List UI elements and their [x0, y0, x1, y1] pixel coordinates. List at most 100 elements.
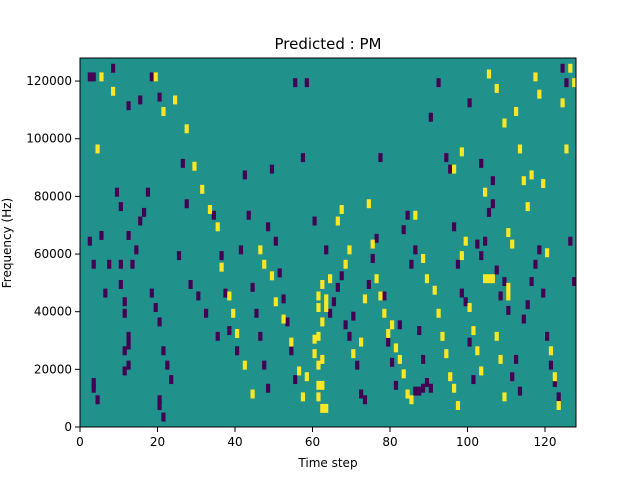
heatmap-cell-low: [188, 279, 193, 289]
x-tick-label: 20: [150, 435, 165, 449]
heatmap-cell-low: [502, 277, 507, 287]
heatmap-cell-low: [118, 259, 123, 269]
heatmap-cell-high: [545, 248, 550, 258]
heatmap-cell-high: [99, 72, 104, 82]
heatmap-cell-high: [479, 366, 484, 376]
heatmap-cell-low: [281, 294, 286, 304]
heatmap-cell-low: [122, 366, 127, 376]
heatmap-cell-high: [324, 294, 329, 304]
heatmap-cell-high: [393, 343, 399, 353]
heatmap-cell-low: [122, 297, 127, 307]
heatmap-cell-low: [254, 308, 259, 318]
heatmap-cell-low: [149, 72, 154, 82]
heatmap-cell-low: [107, 259, 112, 269]
heatmap-cell-low: [444, 153, 449, 163]
heatmap-cell-low: [134, 245, 139, 255]
heatmap-cell-low: [374, 233, 379, 243]
heatmap-cell-low: [541, 288, 546, 298]
y-tick-label: 100000: [26, 132, 72, 146]
heatmap-cell-high: [378, 291, 383, 301]
heatmap-cell-low: [382, 291, 387, 301]
heatmap-cell-high: [312, 349, 317, 359]
heatmap-cell-low: [517, 386, 523, 396]
y-tick-label: 20000: [34, 362, 72, 376]
heatmap-cell-low: [165, 360, 170, 370]
heatmap-cell-low: [153, 303, 158, 312]
heatmap-cell-high: [556, 401, 561, 411]
heatmap-cell-high: [537, 89, 542, 99]
heatmap-cell-high: [467, 303, 472, 312]
heatmap-cell-high: [161, 107, 166, 116]
heatmap-cell-low: [560, 63, 565, 73]
heatmap-cell-high: [502, 392, 507, 402]
heatmap-cell-low: [118, 279, 123, 289]
x-tick-label: 0: [76, 435, 84, 449]
heatmap-cell-low: [328, 308, 333, 318]
heatmap-cell-high: [192, 161, 197, 171]
y-tick-label: 80000: [34, 189, 72, 203]
heatmap-cell-low: [366, 279, 371, 289]
heatmap-cell-high: [235, 328, 240, 338]
heatmap-cell-high: [486, 69, 492, 79]
heatmap-cell-high: [359, 337, 364, 347]
heatmap-cell-high: [382, 308, 387, 318]
chart-title: Predicted : PM: [275, 35, 382, 53]
heatmap-cell-high: [506, 291, 511, 301]
heatmap-cell-high: [258, 245, 263, 255]
heatmap-cell-low: [118, 202, 123, 212]
heatmap-cell-low: [157, 92, 162, 102]
heatmap-cell-high: [498, 354, 503, 364]
heatmap-cell-high: [316, 291, 321, 301]
heatmap-cell-high: [455, 401, 461, 411]
heatmap-cell-low: [145, 187, 151, 197]
heatmap-cell-high: [440, 331, 445, 341]
heatmap-cell-low: [157, 401, 162, 411]
heatmap-cell-low: [293, 78, 298, 88]
heatmap-cell-low: [126, 101, 131, 111]
heatmap-cell-high: [374, 274, 379, 284]
x-axis-ticks: 0 20 40 60 80 100 120: [76, 427, 556, 449]
heatmap-cell-high: [219, 262, 224, 272]
heatmap-cell-low: [235, 346, 240, 356]
heatmap-cell-low: [405, 210, 410, 220]
heatmap-cell-low: [362, 395, 368, 405]
heatmap-cell-high: [514, 107, 519, 116]
heatmap-cell-high: [316, 303, 321, 312]
y-axis-ticks: 0 20000 40000 60000 80000 100000 120000: [26, 74, 80, 434]
heatmap-cell-low: [289, 346, 294, 356]
x-axis-label: Time step: [297, 456, 357, 470]
heatmap-cell-high: [386, 328, 391, 338]
heatmap-cell-high: [483, 274, 488, 284]
heatmap-cell-high: [289, 337, 294, 347]
heatmap-cell-low: [568, 236, 573, 246]
heatmap-cell-low: [215, 331, 220, 341]
heatmap-cell-low: [300, 153, 306, 163]
heatmap-cell-low: [370, 254, 375, 263]
heatmap-cell-low: [359, 389, 364, 399]
heatmap-cell-high: [390, 320, 395, 330]
heatmap-cell-high: [207, 205, 213, 214]
heatmap-cell-low: [324, 245, 329, 255]
heatmap-cell-high: [463, 236, 468, 246]
heatmap-cell-high: [316, 380, 321, 390]
heatmap-cell-low: [169, 375, 174, 385]
heatmap-cell-low: [227, 326, 232, 336]
heatmap-cell-low: [114, 187, 120, 197]
heatmap-cell-high: [339, 205, 344, 214]
heatmap-cell-low: [421, 383, 426, 393]
heatmap-cell-low: [312, 216, 317, 226]
heatmap-cell-low: [556, 392, 561, 402]
heatmap-cell-high: [111, 86, 116, 96]
heatmap-cell-low: [87, 236, 92, 246]
heatmap-cell-low: [91, 259, 96, 269]
heatmap-cell-low: [91, 72, 96, 82]
heatmap-cell-low: [409, 259, 414, 269]
heatmap-cell-low: [378, 153, 383, 163]
heatmap-cell-high: [200, 184, 205, 194]
heatmap-cell-low: [126, 340, 131, 350]
heatmap-cell-low: [471, 375, 476, 385]
heatmap-cell-low: [355, 360, 360, 370]
heatmap-cell-high: [568, 63, 573, 73]
heatmap-cell-low: [219, 251, 224, 261]
